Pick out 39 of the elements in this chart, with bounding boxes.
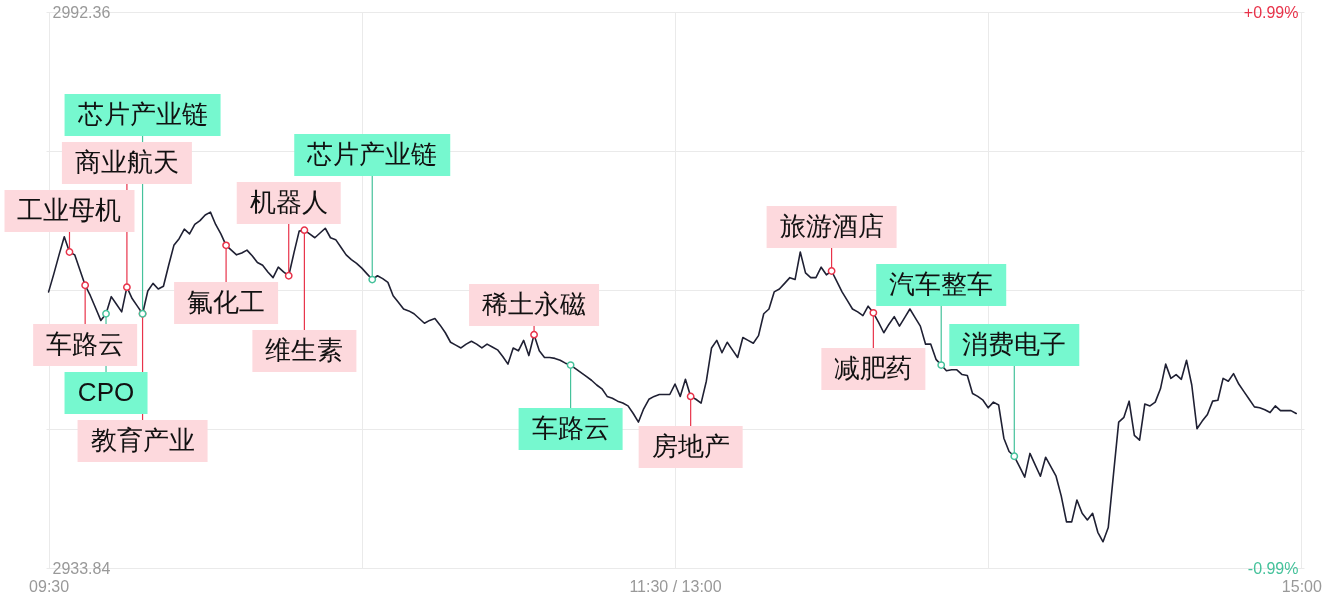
point: [827, 267, 836, 275]
point: [284, 271, 293, 280]
x-tick-label: 09:30: [29, 577, 70, 595]
y-tick-label: 2992.36: [52, 3, 111, 21]
y2-tick-label: +0.99%: [1243, 3, 1299, 21]
annotation: 芯片产业链: [76, 99, 208, 129]
annotation: 芯片产业链: [306, 139, 438, 169]
annotation: 消费电子: [962, 329, 1067, 359]
annotation: 车路云: [46, 329, 125, 359]
point: [368, 275, 377, 284]
point: [1010, 452, 1019, 461]
point: [102, 309, 110, 318]
annotation: 汽车整车: [889, 269, 994, 299]
y-tick-label: 2933.84: [52, 559, 111, 577]
point: [566, 361, 575, 369]
annotation: 旅游酒店: [779, 211, 884, 241]
point: [65, 248, 74, 256]
point: [300, 226, 309, 235]
annotation: 车路云: [531, 413, 610, 443]
annotation: 教育产业: [90, 425, 195, 455]
point: [81, 281, 90, 290]
annotation: 工业母机: [17, 195, 122, 225]
x-tick-label: 15:00: [1281, 577, 1323, 595]
point: [686, 392, 695, 401]
y2-tick-label: -0.99%: [1247, 559, 1299, 577]
annotation: 房地产: [651, 431, 730, 461]
annotation: 机器人: [249, 187, 328, 217]
annotation: 维生素: [265, 335, 344, 365]
annotation: 氟化工: [187, 287, 266, 317]
x-tick-label: 11:30 / 13:00: [629, 577, 722, 595]
point: [123, 283, 131, 292]
annotation: 稀土永磁: [482, 289, 587, 319]
annotation: 减肥药: [834, 353, 913, 383]
point: [869, 308, 878, 317]
point: [530, 330, 538, 339]
point: [222, 241, 230, 250]
point: [937, 361, 946, 369]
annotation: 商业航天: [74, 147, 179, 177]
annotation: CPO: [77, 377, 135, 407]
